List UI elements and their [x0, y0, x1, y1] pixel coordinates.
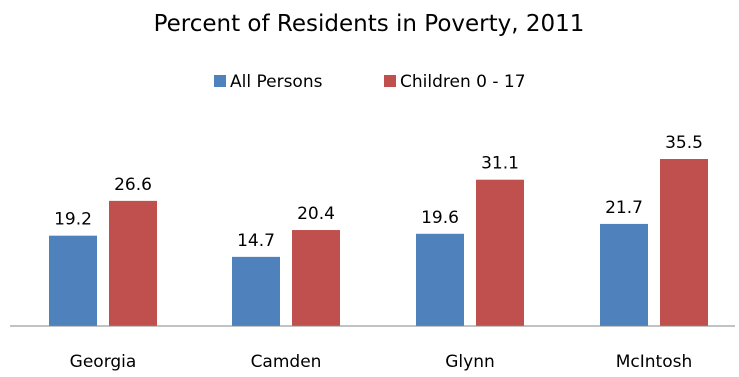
bar-mcintosh-all-persons	[600, 224, 648, 326]
chart-title: Percent of Residents in Poverty, 2011	[154, 11, 585, 37]
data-label-georgia-all-persons: 19.2	[54, 210, 92, 230]
x-tick-labels-group: Georgia Camden Glynn McIntosh	[70, 352, 693, 372]
legend: All Persons Children 0 - 17	[214, 72, 526, 92]
bar-glynn-children-0-17	[476, 180, 524, 326]
data-label-georgia-children-0-17: 26.6	[114, 175, 152, 195]
bar-camden-children-0-17	[292, 230, 340, 326]
bar-georgia-children-0-17	[109, 201, 157, 326]
data-label-glynn-children-0-17: 31.1	[481, 154, 519, 174]
bar-glynn-all-persons	[416, 234, 464, 326]
data-label-glynn-all-persons: 19.6	[421, 208, 459, 228]
data-label-camden-children-0-17: 20.4	[297, 204, 335, 224]
data-label-mcintosh-children-0-17: 35.5	[665, 133, 703, 153]
legend-swatch-children	[384, 75, 396, 87]
legend-label-children: Children 0 - 17	[400, 72, 526, 92]
x-tick-label-mcintosh: McIntosh	[616, 352, 693, 372]
bar-camden-all-persons	[232, 257, 280, 326]
bar-georgia-all-persons	[49, 236, 97, 326]
data-label-mcintosh-all-persons: 21.7	[605, 198, 643, 218]
x-tick-label-georgia: Georgia	[70, 352, 137, 372]
data-label-camden-all-persons: 14.7	[237, 231, 275, 251]
legend-swatch-all-persons	[214, 75, 226, 87]
bar-mcintosh-children-0-17	[660, 159, 708, 326]
legend-label-all-persons: All Persons	[230, 72, 323, 92]
x-tick-label-camden: Camden	[251, 352, 322, 372]
x-tick-label-glynn: Glynn	[445, 352, 495, 372]
